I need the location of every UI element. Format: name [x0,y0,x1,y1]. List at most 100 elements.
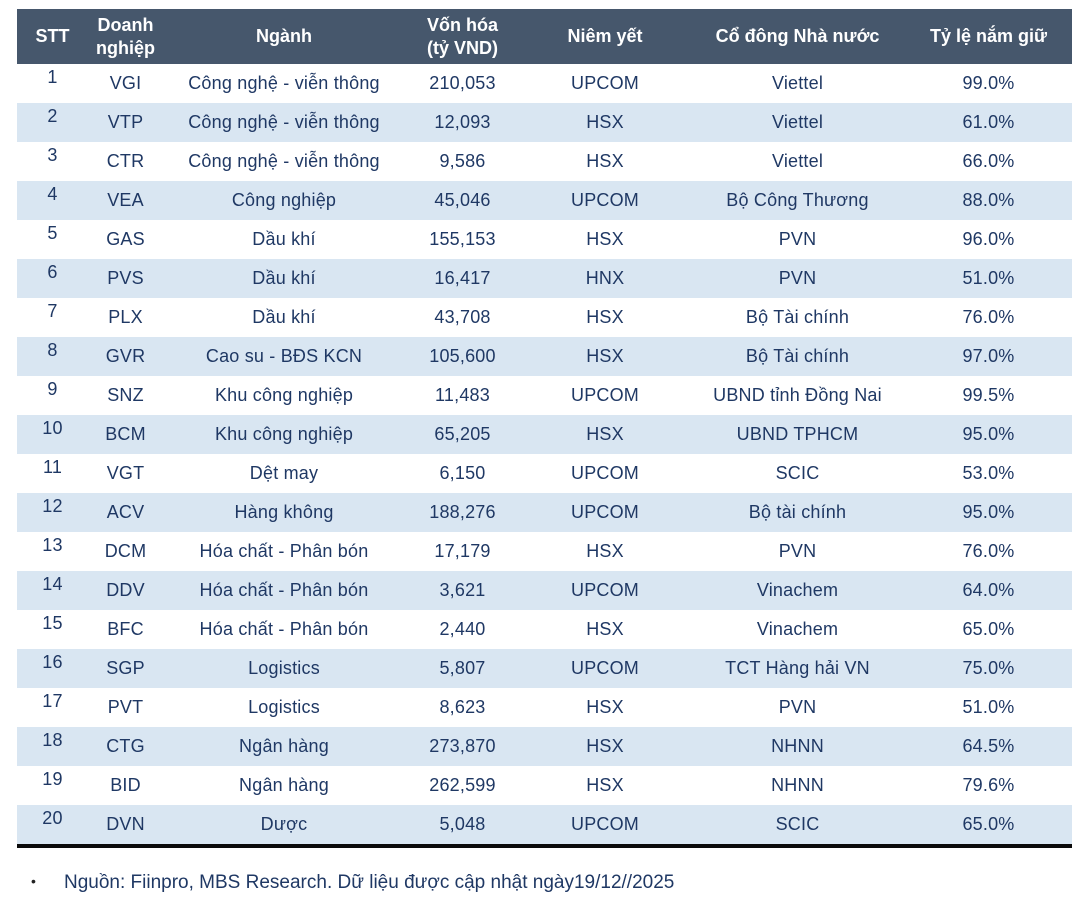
exchange-cell: HSX [586,541,624,561]
table-row: 7 PLX Dầu khí 43,708 HSX Bộ Tài chính 76… [17,298,1072,337]
sector-cell: Khu công nghiệp [214,424,354,444]
state-owner-cell: SCIC [775,814,820,834]
table-row: 17 PVT Logistics 8,623 HSX PVN 51.0% [17,688,1072,727]
stt-cell: 18 [17,727,88,766]
stt-number: 13 [42,535,63,555]
table-row: 2 VTP Công nghệ - viễn thông 12,093 HSX … [17,103,1072,142]
market-cap-cell: 105,600 [429,346,496,366]
exchange-cell: UPCOM [571,580,639,600]
exchange-cell: HSX [586,346,624,366]
sector-cell: Hóa chất - Phân bón [199,541,369,561]
column-header-company: Doanh nghiệp [88,9,163,64]
header-row: STT Doanh nghiệp Ngành Vốn hóa (tỷ VND) … [17,9,1072,64]
stt-cell: 5 [17,220,88,259]
table-row: 20 DVN Dược 5,048 UPCOM SCIC 65.0% [17,805,1072,846]
market-cap-cell: 45,046 [434,190,491,210]
table-row: 15 BFC Hóa chất - Phân bón 2,440 HSX Vin… [17,610,1072,649]
stt-cell: 19 [17,766,88,805]
ownership-pct-cell: 64.0% [962,580,1015,600]
stt-cell: 15 [17,610,88,649]
state-owner-cell: Vinachem [756,619,839,639]
sector-cell: Cao su - BĐS KCN [205,346,363,366]
market-cap-cell: 2,440 [439,619,486,639]
exchange-cell: UPCOM [571,814,639,834]
ownership-pct-cell: 75.0% [962,658,1015,678]
stt-number: 9 [47,379,58,399]
state-owned-companies-table: STT Doanh nghiệp Ngành Vốn hóa (tỷ VND) … [17,9,1072,848]
ticker-cell: DDV [106,580,145,600]
column-header-market-cap: Vốn hóa (tỷ VND) [405,9,520,64]
state-owner-cell: UBND tỉnh Đồng Nai [713,385,882,405]
stt-number: 10 [42,418,63,438]
stt-cell: 12 [17,493,88,532]
state-owner-cell: PVN [778,268,817,288]
stt-number: 4 [47,184,58,204]
ownership-pct-cell: 65.0% [962,619,1015,639]
table-row: 4 VEA Công nghiệp 45,046 UPCOM Bộ Công T… [17,181,1072,220]
market-cap-cell: 5,048 [439,814,486,834]
ticker-cell: VGT [106,463,145,483]
sector-cell: Logistics [248,697,320,717]
stt-number: 12 [42,496,63,516]
market-cap-cell: 5,807 [439,658,486,678]
ownership-pct-cell: 79.6% [962,775,1015,795]
ticker-cell: BFC [107,619,144,639]
state-owner-cell: TCT Hàng hải VN [725,658,870,678]
exchange-cell: UPCOM [571,385,639,405]
sector-cell: Hóa chất - Phân bón [199,619,369,639]
stt-number: 18 [42,730,63,750]
stt-number: 11 [42,457,63,477]
market-cap-cell: 3,621 [439,580,486,600]
ticker-cell: PVT [107,697,144,717]
sector-cell: Dệt may [249,463,319,483]
stt-number: 15 [42,613,63,633]
stt-number: 7 [47,301,58,321]
table-row: 10 BCM Khu công nghiệp 65,205 HSX UBND T… [17,415,1072,454]
ticker-cell: PVS [107,268,144,288]
ownership-pct-cell: 96.0% [962,229,1015,249]
sector-cell: Hóa chất - Phân bón [199,580,369,600]
state-owner-cell: NHNN [771,736,824,756]
state-owner-cell: UBND TPHCM [736,424,859,444]
ticker-cell: PLX [108,307,143,327]
market-cap-cell: 8,623 [439,697,486,717]
market-cap-cell: 210,053 [429,73,496,93]
stt-number: 3 [47,145,58,165]
state-owner-cell: Viettel [771,73,824,93]
ownership-pct-cell: 76.0% [962,541,1015,561]
sector-cell: Hàng không [234,502,334,522]
sector-cell: Dầu khí [252,229,316,249]
column-header-stake: Tỷ lệ nắm giữ [905,9,1072,64]
stt-number: 2 [47,106,58,126]
market-cap-cell: 11,483 [435,385,490,405]
state-owner-cell: Bộ Công Thương [726,190,869,210]
state-owner-cell: Viettel [771,151,824,171]
exchange-cell: HSX [586,151,624,171]
exchange-cell: HSX [586,307,624,327]
column-header-sector: Ngành [163,9,405,64]
table-header: STT Doanh nghiệp Ngành Vốn hóa (tỷ VND) … [17,9,1072,64]
market-cap-cell: 273,870 [429,736,496,756]
state-owner-cell: NHNN [771,775,824,795]
stt-cell: 8 [17,337,88,376]
sector-cell: Công nghệ - viễn thông [188,73,380,93]
table-row: 13 DCM Hóa chất - Phân bón 17,179 HSX PV… [17,532,1072,571]
ticker-cell: VGI [109,73,142,93]
stt-cell: 7 [17,298,88,337]
ownership-pct-cell: 76.0% [962,307,1015,327]
sector-cell: Dược [260,814,308,834]
table-row: 11 VGT Dệt may 6,150 UPCOM SCIC 53.0% [17,454,1072,493]
market-cap-cell: 155,153 [429,229,496,249]
market-cap-cell: 188,276 [429,502,496,522]
stt-cell: 1 [17,64,88,103]
stt-number: 19 [42,769,63,789]
ticker-cell: VTP [107,112,144,132]
stt-cell: 14 [17,571,88,610]
ticker-cell: CTG [106,736,145,756]
sector-cell: Công nghệ - viễn thông [188,112,380,132]
stt-number: 8 [47,340,58,360]
exchange-cell: UPCOM [571,658,639,678]
state-owner-cell: PVN [778,697,817,717]
ownership-pct-cell: 64.5% [962,736,1015,756]
exchange-cell: HNX [585,268,625,288]
